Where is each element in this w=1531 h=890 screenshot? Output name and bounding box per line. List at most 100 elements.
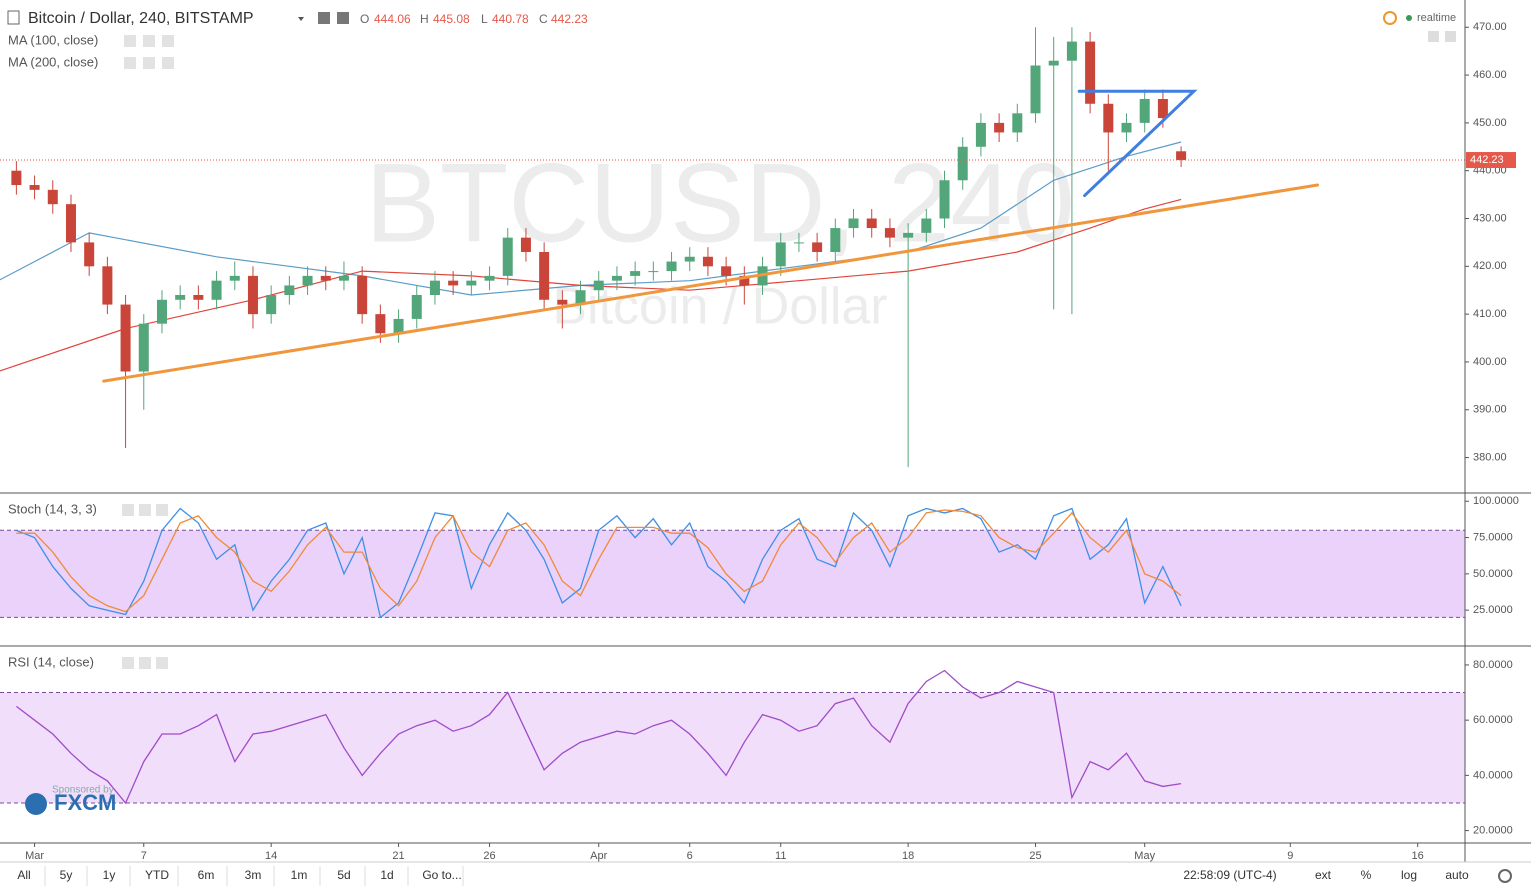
legend-entry[interactable]: MA (200, close) xyxy=(8,54,98,69)
legend-icon[interactable] xyxy=(162,57,174,69)
scale-option[interactable]: ext xyxy=(1315,868,1332,882)
plot-layer xyxy=(0,27,1465,805)
indicator-title[interactable]: Stoch (14, 3, 3) xyxy=(8,501,97,516)
range-button[interactable]: 1m xyxy=(291,868,308,882)
candle-body xyxy=(156,299,167,324)
candle-body xyxy=(393,318,404,334)
range-button[interactable]: 5y xyxy=(60,868,73,882)
range-button[interactable]: All xyxy=(17,868,30,882)
legend-icon[interactable] xyxy=(124,35,136,47)
y-tick-label: 460.00 xyxy=(1473,69,1507,81)
candle-body xyxy=(320,275,331,281)
y-tick-label: 80.0000 xyxy=(1473,659,1513,671)
candle-body xyxy=(247,275,258,315)
dropdown-icon[interactable] xyxy=(298,17,304,21)
range-button[interactable]: 1y xyxy=(103,868,116,882)
sponsor-label: Sponsored by xyxy=(52,785,114,796)
y-tick-label: 450.00 xyxy=(1473,117,1507,129)
candle-body xyxy=(1176,151,1187,161)
x-tick-label: 14 xyxy=(265,850,277,862)
legend-entry[interactable]: MA (100, close) xyxy=(8,32,98,47)
y-tick-label: 40.0000 xyxy=(1473,769,1513,781)
trend-line xyxy=(1077,89,1198,198)
indicator-icon[interactable] xyxy=(156,504,168,516)
candle-body xyxy=(338,275,349,281)
collapse-icon[interactable] xyxy=(7,10,20,25)
candle-body xyxy=(47,189,58,205)
candle-body xyxy=(429,280,440,296)
x-tick-label: Mar xyxy=(25,850,44,862)
scale-button[interactable] xyxy=(1445,31,1456,42)
candle-body xyxy=(1048,60,1059,66)
candle-body xyxy=(120,304,131,372)
x-tick-label: Apr xyxy=(590,850,607,862)
legend-icon[interactable] xyxy=(143,57,155,69)
candle-body xyxy=(484,275,495,281)
y-tick-label: 410.00 xyxy=(1473,308,1507,320)
x-tick-label: 11 xyxy=(775,850,786,862)
candle-body xyxy=(593,280,604,291)
band-fill xyxy=(0,692,1465,803)
legend-icon[interactable] xyxy=(162,35,174,47)
range-button[interactable]: 1d xyxy=(380,868,393,882)
y-tick-label: 430.00 xyxy=(1473,212,1507,224)
ohlc-value: 444.06 xyxy=(374,12,411,26)
candle-body xyxy=(502,237,513,276)
candle-body xyxy=(921,218,932,233)
settings-icon[interactable] xyxy=(318,12,330,24)
scale-option[interactable]: % xyxy=(1361,868,1372,882)
legend-icon[interactable] xyxy=(143,35,155,47)
candle-body xyxy=(648,271,659,273)
band-fill xyxy=(0,530,1465,618)
indicator-icon[interactable] xyxy=(156,657,168,669)
candle-body xyxy=(1066,41,1077,61)
y-tick-label: 400.00 xyxy=(1473,356,1507,368)
scale-option[interactable]: auto xyxy=(1445,868,1469,882)
ohlc-value: 442.23 xyxy=(551,12,588,26)
scale-option[interactable]: log xyxy=(1401,868,1417,882)
range-button[interactable]: YTD xyxy=(145,868,169,882)
candle-body xyxy=(1103,103,1114,133)
indicator-icon[interactable] xyxy=(122,657,134,669)
indicator-line xyxy=(16,509,1182,613)
candle-body xyxy=(1085,41,1096,104)
candle-body xyxy=(375,314,386,334)
last-price-label: 442.23 xyxy=(1470,154,1504,166)
ohlc-value: 440.78 xyxy=(492,12,529,26)
x-tick-label: 21 xyxy=(392,850,404,862)
candle-body xyxy=(229,275,240,281)
candle-body xyxy=(520,237,531,252)
scale-button[interactable] xyxy=(1428,31,1439,42)
candle-body xyxy=(193,295,204,300)
candle-body xyxy=(975,122,986,147)
candle-body xyxy=(175,295,186,300)
range-button[interactable]: 3m xyxy=(245,868,262,882)
x-tick-label: 18 xyxy=(902,850,914,862)
range-button[interactable]: 5d xyxy=(337,868,350,882)
indicator-icon[interactable] xyxy=(122,504,134,516)
settings-icon[interactable] xyxy=(1498,869,1512,883)
symbol-title[interactable]: Bitcoin / Dollar, 240, BITSTAMP xyxy=(28,10,254,27)
indicator-title[interactable]: RSI (14, close) xyxy=(8,654,94,669)
candle-body xyxy=(302,275,313,286)
range-button[interactable]: Go to... xyxy=(422,868,461,882)
range-button[interactable]: 6m xyxy=(198,868,215,882)
candle-body xyxy=(411,295,422,319)
candle-body xyxy=(1121,122,1132,133)
delay-icon[interactable] xyxy=(1383,11,1397,25)
indicator-icon[interactable] xyxy=(139,504,151,516)
sponsor-brand[interactable]: FXCM xyxy=(54,790,116,815)
candle-body xyxy=(957,146,968,181)
settings-icon[interactable] xyxy=(337,12,349,24)
candle-body xyxy=(994,122,1005,133)
indicator-icon[interactable] xyxy=(139,657,151,669)
candle-body xyxy=(65,204,76,243)
candle-body xyxy=(138,323,149,372)
y-tick-label: 470.00 xyxy=(1473,21,1507,33)
legend-icon[interactable] xyxy=(124,57,136,69)
x-tick-label: 6 xyxy=(687,850,693,862)
candle-body xyxy=(1012,113,1023,133)
candle-body xyxy=(848,218,859,229)
